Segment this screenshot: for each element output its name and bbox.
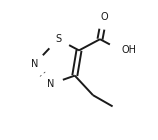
Text: OH: OH — [121, 45, 136, 55]
Text: N: N — [47, 79, 55, 89]
Text: N: N — [30, 59, 38, 69]
Text: S: S — [55, 34, 61, 44]
Text: O: O — [100, 12, 108, 22]
